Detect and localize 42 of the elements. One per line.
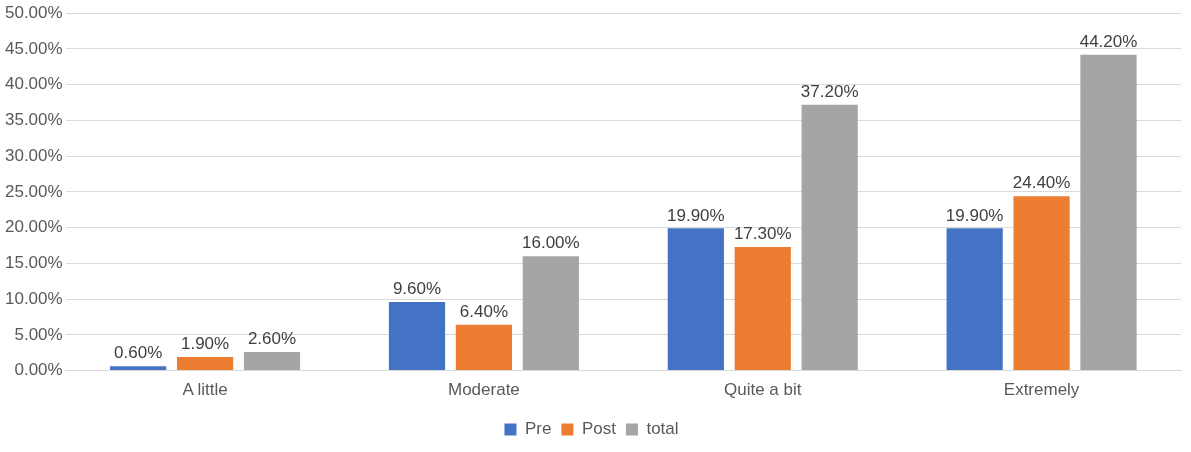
legend-label: Post — [581, 419, 617, 439]
x-tick-label: Quite a bit — [724, 380, 802, 400]
bar — [110, 366, 167, 371]
bar — [667, 228, 724, 371]
y-tick-label: 25.00% — [4, 181, 63, 201]
bar — [388, 301, 446, 371]
legend-label: total — [646, 419, 679, 439]
bar — [1013, 196, 1070, 371]
y-tick-label: 35.00% — [4, 110, 63, 130]
y-tick-label: 50.00% — [4, 2, 63, 22]
data-label: 19.90% — [666, 205, 725, 225]
y-tick-label: 0.00% — [14, 360, 63, 380]
data-label: 19.90% — [945, 205, 1004, 225]
data-label: 6.40% — [459, 302, 509, 322]
y-tick-label: 15.00% — [4, 253, 63, 273]
bar — [455, 324, 513, 371]
data-label: 37.20% — [800, 81, 859, 101]
x-tick-label: Extremely — [1003, 380, 1080, 400]
bar — [946, 228, 1003, 371]
data-label: 16.00% — [522, 233, 580, 253]
bar — [1080, 54, 1137, 371]
data-label: 0.60% — [114, 343, 163, 363]
bar — [522, 256, 579, 371]
data-label: 17.30% — [733, 224, 792, 244]
y-tick-label: 5.00% — [14, 324, 63, 344]
y-tick-label: 40.00% — [4, 74, 63, 94]
legend-label: Pre — [524, 419, 552, 439]
y-tick-label: 45.00% — [4, 38, 63, 58]
data-label: 1.90% — [180, 334, 230, 354]
bar — [801, 104, 858, 371]
bar — [176, 357, 234, 371]
y-tick-label: 30.00% — [4, 145, 63, 165]
data-label: 24.40% — [1012, 173, 1071, 193]
y-tick-label: 20.00% — [4, 217, 63, 237]
data-label: 2.60% — [247, 329, 297, 349]
x-tick-label: A little — [182, 380, 228, 400]
bar — [734, 246, 791, 371]
data-label: 9.60% — [392, 279, 442, 299]
data-label: 44.20% — [1079, 31, 1138, 51]
x-tick-label: Moderate — [448, 380, 520, 400]
y-tick-label: 10.00% — [4, 288, 63, 308]
bar — [243, 352, 301, 371]
